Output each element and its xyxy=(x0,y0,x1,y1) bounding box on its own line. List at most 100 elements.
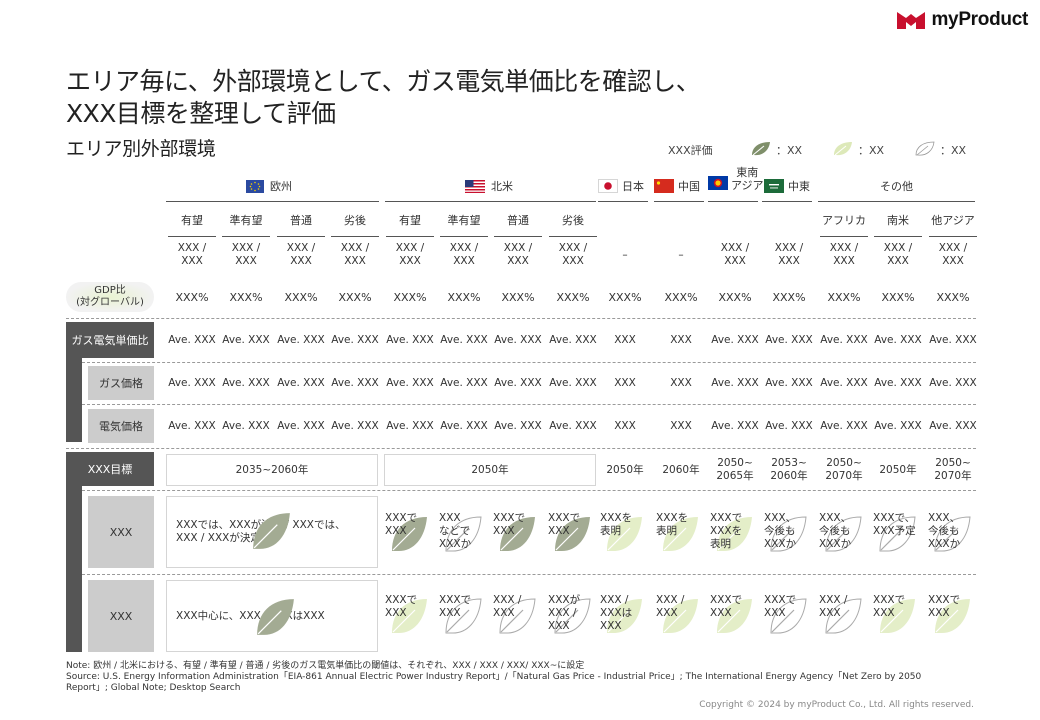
target-cell-text: XXX / XXX xyxy=(656,594,710,620)
price-value: Ave. XXX xyxy=(765,419,813,432)
country-cell: XXX / XXX xyxy=(871,240,925,270)
target-cell-text: XXX / XXX xyxy=(819,594,873,620)
gdp-value: XXX% xyxy=(827,290,861,304)
gdp-value: XXX% xyxy=(447,290,481,304)
price-section-header: ガス電気単価比 xyxy=(66,322,154,358)
price-value: XXX xyxy=(670,419,692,432)
leaf-low-icon xyxy=(445,598,482,634)
target-cell-text: XXX などで XXXか xyxy=(439,512,493,551)
leaf-mid-icon xyxy=(834,142,852,156)
price-value: Ave. XXX xyxy=(331,419,379,432)
asean-flag-icon xyxy=(708,176,728,190)
country-cell-line-2: XXX xyxy=(344,255,366,267)
country-cell-line-1: – xyxy=(678,248,684,261)
target-cell-line: XXXで、 xyxy=(873,512,916,524)
target-cell-line: XXXを xyxy=(656,512,689,524)
gdp-value: XXX% xyxy=(501,290,535,304)
country-cell-line-1: XXX / xyxy=(938,242,968,254)
country-cell: XXX / XXX xyxy=(926,240,980,270)
subheader-underline xyxy=(820,236,868,237)
region-others: その他 xyxy=(880,180,913,193)
leaf-mid-icon xyxy=(717,599,752,634)
country-cell: – xyxy=(654,240,708,270)
target-cell-line: XXX / xyxy=(493,594,522,606)
leaf-mid-icon xyxy=(607,599,642,634)
target-cell-line: XXX / xyxy=(656,594,685,606)
subheader-cell xyxy=(762,212,816,228)
target-cell-line: XXXを xyxy=(710,525,743,537)
country-cell-line-2: XXX xyxy=(290,255,312,267)
country-cell: XXX / XXX xyxy=(383,240,437,270)
price-value: Ave. XXX xyxy=(820,376,868,389)
brand-logo-icon xyxy=(897,12,926,29)
title-line-1: エリア毎に、外部環境として、ガス電気単価比を確認し、 xyxy=(66,67,701,96)
price-value: Ave. XXX xyxy=(929,376,977,389)
region-me-label: 中東 xyxy=(788,180,810,193)
price-value: Ave. XXX xyxy=(929,419,977,432)
subheader-underline xyxy=(168,236,216,237)
price-value: Ave. XXX xyxy=(820,419,868,432)
subheader-cell: 準有望 xyxy=(229,213,263,227)
region-china-label: 中国 xyxy=(678,180,700,193)
country-cell-line-1: XXX / xyxy=(829,242,859,254)
country-cell: XXX / XXX xyxy=(762,240,816,270)
country-cell-line-1: – xyxy=(622,248,628,261)
target-cell-text: XXXで XXX xyxy=(873,594,927,620)
eu-flag-icon xyxy=(246,179,264,193)
country-cell-line-2: XXX xyxy=(453,255,475,267)
target-cell-line: XXXは xyxy=(600,607,633,619)
subheader-cell: アフリカ xyxy=(822,213,866,227)
target-year-line: 2060年 xyxy=(770,470,808,482)
target-row1-label: XXX xyxy=(88,496,154,568)
price-value: Ave. XXX xyxy=(386,376,434,389)
target-year-line: 2065年 xyxy=(716,470,754,482)
price-value: Ave. XXX xyxy=(277,376,325,389)
subheader-cell: 劣後 xyxy=(344,213,366,227)
subheader-cell: 有望 xyxy=(181,213,203,227)
separator xyxy=(66,448,976,449)
target-row1-europe-text-1: XXXでは、XXXが決定 / XXXでは、 xyxy=(176,519,346,531)
region-middle-east: 中東 xyxy=(764,178,810,194)
subheader-underline xyxy=(494,236,542,237)
target-cell-line: などで xyxy=(439,525,471,537)
country-cell-line-1: XXX / xyxy=(286,242,316,254)
target-cell-line: XXX xyxy=(439,512,461,524)
footnote-source-1: Source: U.S. Energy Information Administ… xyxy=(66,672,922,682)
target-year-line: 2060年 xyxy=(662,463,700,476)
price-value: Ave. XXX xyxy=(929,333,977,346)
target-cell-line: XXX xyxy=(385,607,407,619)
region-europe: 欧州 xyxy=(246,178,292,194)
leaf-mid-icon xyxy=(663,599,698,634)
price-value: XXX xyxy=(670,376,692,389)
separator xyxy=(66,318,976,319)
target-cell-line: XXXで xyxy=(928,594,961,606)
target-year-cell: 2050年 xyxy=(871,454,925,486)
target-cell-line: XXXで xyxy=(385,594,418,606)
price-value: Ave. XXX xyxy=(440,333,488,346)
subheader-underline xyxy=(440,236,488,237)
target-cell-line: XXXで xyxy=(873,594,906,606)
legend-item-mid: ：XX xyxy=(858,144,885,157)
country-cell-line-2: XXX xyxy=(181,255,203,267)
country-cell-line-1: XXX / xyxy=(395,242,425,254)
price-value: Ave. XXX xyxy=(222,376,270,389)
brand-logo: myProduct xyxy=(897,9,1028,31)
subheader-underline xyxy=(929,236,977,237)
target-year-line: 2050年 xyxy=(879,463,917,476)
target-cell-line: XXX / xyxy=(600,594,629,606)
target-cell-line: 今後も xyxy=(819,525,851,537)
target-cell-line: XXX、 xyxy=(819,512,852,524)
target-cell-text: XXXで XXX xyxy=(710,594,764,620)
footnote-note: Note: 欧州 / 北米における、有望 / 準有望 / 普通 / 劣後のガス電… xyxy=(66,661,585,671)
subheader-underline xyxy=(222,236,270,237)
separator xyxy=(82,362,976,363)
region-europe-label: 欧州 xyxy=(270,180,292,193)
price-value: Ave. XXX xyxy=(277,419,325,432)
target-cell-line: XXX / xyxy=(548,607,577,619)
price-value: Ave. XXX xyxy=(168,419,216,432)
gdp-label-1: GDP比 xyxy=(94,285,126,296)
target-year-line: 2050~ xyxy=(717,457,753,469)
price-value: Ave. XXX xyxy=(874,376,922,389)
subheader-cell: 有望 xyxy=(399,213,421,227)
gdp-value: XXX% xyxy=(393,290,427,304)
